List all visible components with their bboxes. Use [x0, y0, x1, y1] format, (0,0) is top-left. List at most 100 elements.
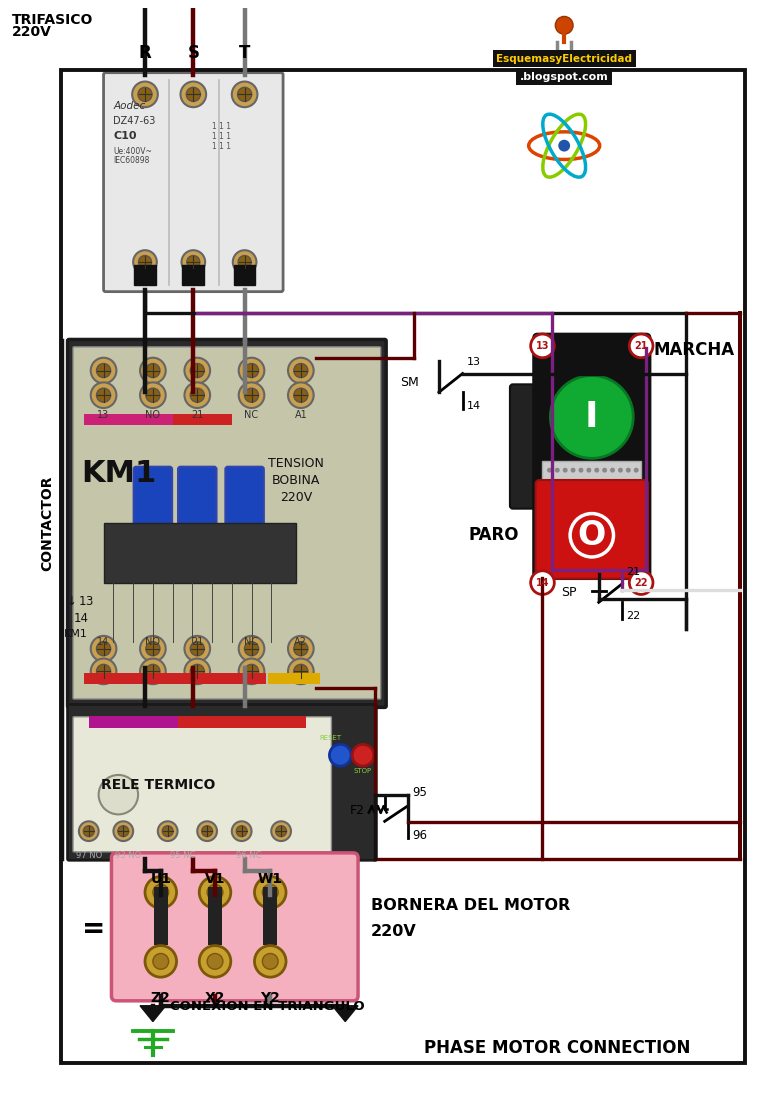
Circle shape: [245, 364, 258, 377]
FancyBboxPatch shape: [134, 467, 172, 536]
Text: A1: A1: [294, 410, 307, 420]
Text: STOP: STOP: [354, 767, 372, 774]
Polygon shape: [332, 1006, 358, 1021]
Circle shape: [238, 88, 252, 101]
Text: KM1: KM1: [64, 629, 88, 639]
Bar: [103, 523, 296, 582]
Text: 21: 21: [635, 340, 648, 350]
Bar: [188, 531, 207, 543]
Circle shape: [146, 364, 160, 377]
Circle shape: [625, 468, 631, 472]
Text: Aodec: Aodec: [113, 101, 146, 111]
Text: 1 1 1
1 1 1
1 1 1: 1 1 1 1 1 1 1 1 1: [213, 122, 232, 151]
Circle shape: [207, 954, 223, 969]
Circle shape: [530, 334, 554, 358]
Text: 14: 14: [74, 612, 89, 625]
Circle shape: [99, 775, 138, 814]
Circle shape: [146, 642, 160, 655]
Text: F2: F2: [350, 804, 365, 817]
Text: 93 NO: 93 NO: [115, 851, 141, 859]
Circle shape: [201, 826, 213, 836]
Circle shape: [587, 468, 591, 472]
Text: PHASE MOTOR CONNECTION: PHASE MOTOR CONNECTION: [424, 1039, 691, 1057]
Circle shape: [185, 358, 210, 384]
Circle shape: [190, 388, 204, 403]
Circle shape: [140, 358, 166, 384]
FancyBboxPatch shape: [68, 339, 386, 708]
Polygon shape: [140, 1006, 166, 1021]
Text: I: I: [585, 400, 599, 434]
FancyBboxPatch shape: [178, 467, 217, 536]
FancyBboxPatch shape: [536, 480, 648, 579]
Circle shape: [84, 826, 94, 836]
Bar: [84, 673, 266, 684]
FancyBboxPatch shape: [534, 334, 650, 579]
Circle shape: [233, 251, 256, 274]
Bar: [208, 887, 222, 945]
Circle shape: [79, 822, 99, 841]
Text: W1: W1: [258, 872, 283, 886]
Circle shape: [146, 388, 160, 403]
Circle shape: [262, 885, 278, 901]
Circle shape: [207, 885, 223, 901]
Circle shape: [255, 876, 286, 908]
Circle shape: [158, 822, 178, 841]
Circle shape: [352, 744, 374, 766]
Bar: [234, 265, 255, 285]
Circle shape: [97, 642, 111, 655]
Circle shape: [629, 571, 653, 594]
Text: NO: NO: [145, 637, 160, 647]
Text: O: O: [578, 519, 606, 552]
Text: NO: NO: [145, 410, 160, 420]
Text: Y2: Y2: [261, 991, 280, 1005]
Circle shape: [186, 88, 201, 101]
Circle shape: [185, 659, 210, 684]
Text: Ue:400V~: Ue:400V~: [113, 146, 152, 155]
Circle shape: [239, 659, 264, 684]
Circle shape: [271, 822, 291, 841]
Text: C10: C10: [113, 131, 137, 141]
Text: IEC60898: IEC60898: [113, 156, 150, 165]
FancyBboxPatch shape: [73, 347, 381, 699]
Circle shape: [232, 822, 252, 841]
Text: 14: 14: [97, 637, 109, 647]
Circle shape: [185, 383, 210, 408]
Circle shape: [288, 383, 314, 408]
Circle shape: [146, 664, 160, 679]
Circle shape: [133, 251, 157, 274]
Text: NC: NC: [245, 410, 258, 420]
Bar: [143, 531, 163, 543]
Circle shape: [245, 388, 258, 403]
Circle shape: [294, 664, 308, 679]
Circle shape: [288, 358, 314, 384]
Text: RELE TERMICO: RELE TERMICO: [100, 777, 215, 792]
Text: $\downarrow$13: $\downarrow$13: [64, 596, 94, 609]
Circle shape: [562, 468, 568, 472]
Circle shape: [245, 664, 258, 679]
Circle shape: [190, 364, 204, 377]
Circle shape: [329, 744, 351, 766]
Text: 14: 14: [467, 401, 480, 411]
Text: EsquemasyElectricidad: EsquemasyElectricidad: [496, 54, 632, 64]
Circle shape: [618, 468, 623, 472]
Text: CONTACTOR: CONTACTOR: [40, 476, 55, 571]
Circle shape: [530, 571, 554, 594]
Circle shape: [187, 255, 200, 268]
Text: TENSION
BOBINA
220V: TENSION BOBINA 220V: [268, 457, 324, 505]
Circle shape: [90, 635, 116, 662]
Circle shape: [97, 664, 111, 679]
Text: DZ47-63: DZ47-63: [113, 116, 156, 126]
Circle shape: [138, 88, 152, 101]
Bar: [89, 715, 178, 728]
FancyBboxPatch shape: [68, 704, 376, 861]
Circle shape: [288, 659, 314, 684]
Text: BORNERA DEL MOTOR: BORNERA DEL MOTOR: [371, 897, 570, 913]
Text: 95 NC: 95 NC: [169, 851, 195, 859]
Circle shape: [199, 876, 231, 908]
Text: =: =: [82, 915, 106, 943]
Circle shape: [190, 664, 204, 679]
Bar: [89, 715, 306, 728]
Circle shape: [140, 659, 166, 684]
Circle shape: [185, 635, 210, 662]
Text: 13: 13: [97, 410, 109, 420]
